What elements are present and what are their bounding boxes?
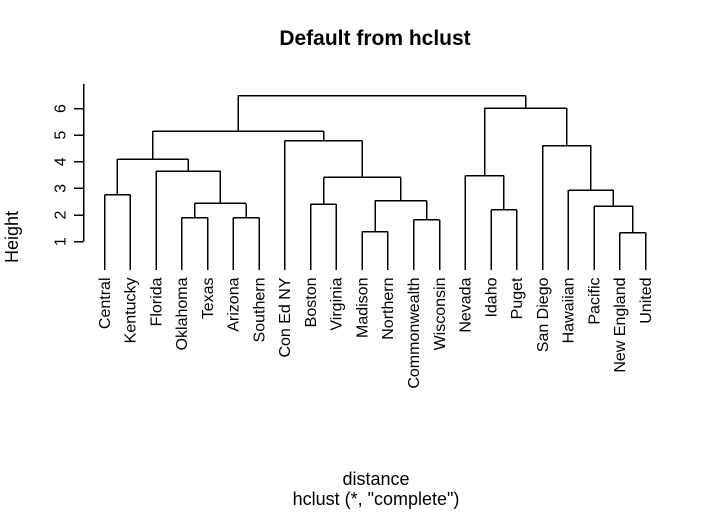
- leaf-label: Pacific: [586, 278, 603, 325]
- leaf-label: Arizona: [226, 277, 243, 331]
- y-tick-label: 6: [52, 104, 69, 113]
- leaf-label: Southern: [251, 278, 268, 343]
- chart-title: Default from hclust: [279, 27, 471, 50]
- leaf-label: United: [638, 278, 655, 324]
- y-tick-label: 2: [52, 211, 69, 220]
- y-tick-label: 4: [52, 157, 69, 166]
- leaf-label: Central: [97, 278, 114, 330]
- leaf-label: Con Ed NY: [277, 277, 294, 357]
- leaf-label: Puget: [509, 277, 526, 319]
- leaf-label: Florida: [148, 277, 165, 326]
- leaf-label: Commonwealth: [406, 278, 423, 389]
- y-axis-label: Height: [2, 210, 22, 264]
- leaf-label: Virginia: [329, 277, 346, 330]
- leaf-label: Northern: [380, 278, 397, 340]
- leaf-label: Oklahoma: [174, 277, 191, 350]
- leaf-label: Texas: [200, 278, 217, 320]
- y-tick-label: 3: [52, 184, 69, 193]
- x-axis-label: distance: [342, 469, 410, 489]
- y-tick-label: 1: [52, 237, 69, 246]
- leaf-label: Boston: [303, 278, 320, 328]
- leaf-label: San Diego: [535, 277, 552, 352]
- leaf-label: Idaho: [483, 277, 500, 317]
- leaf-label: New England: [612, 278, 629, 373]
- leaf-label: Hawaiian: [561, 278, 578, 344]
- leaf-label: Wisconsin: [432, 278, 449, 351]
- y-tick-label: 5: [52, 131, 69, 140]
- leaf-label: Kentucky: [123, 278, 140, 344]
- leaf-label: Madison: [354, 278, 371, 338]
- chart-subtitle-call: hclust (*, "complete"): [292, 489, 460, 509]
- leaf-label: Nevada: [458, 277, 475, 332]
